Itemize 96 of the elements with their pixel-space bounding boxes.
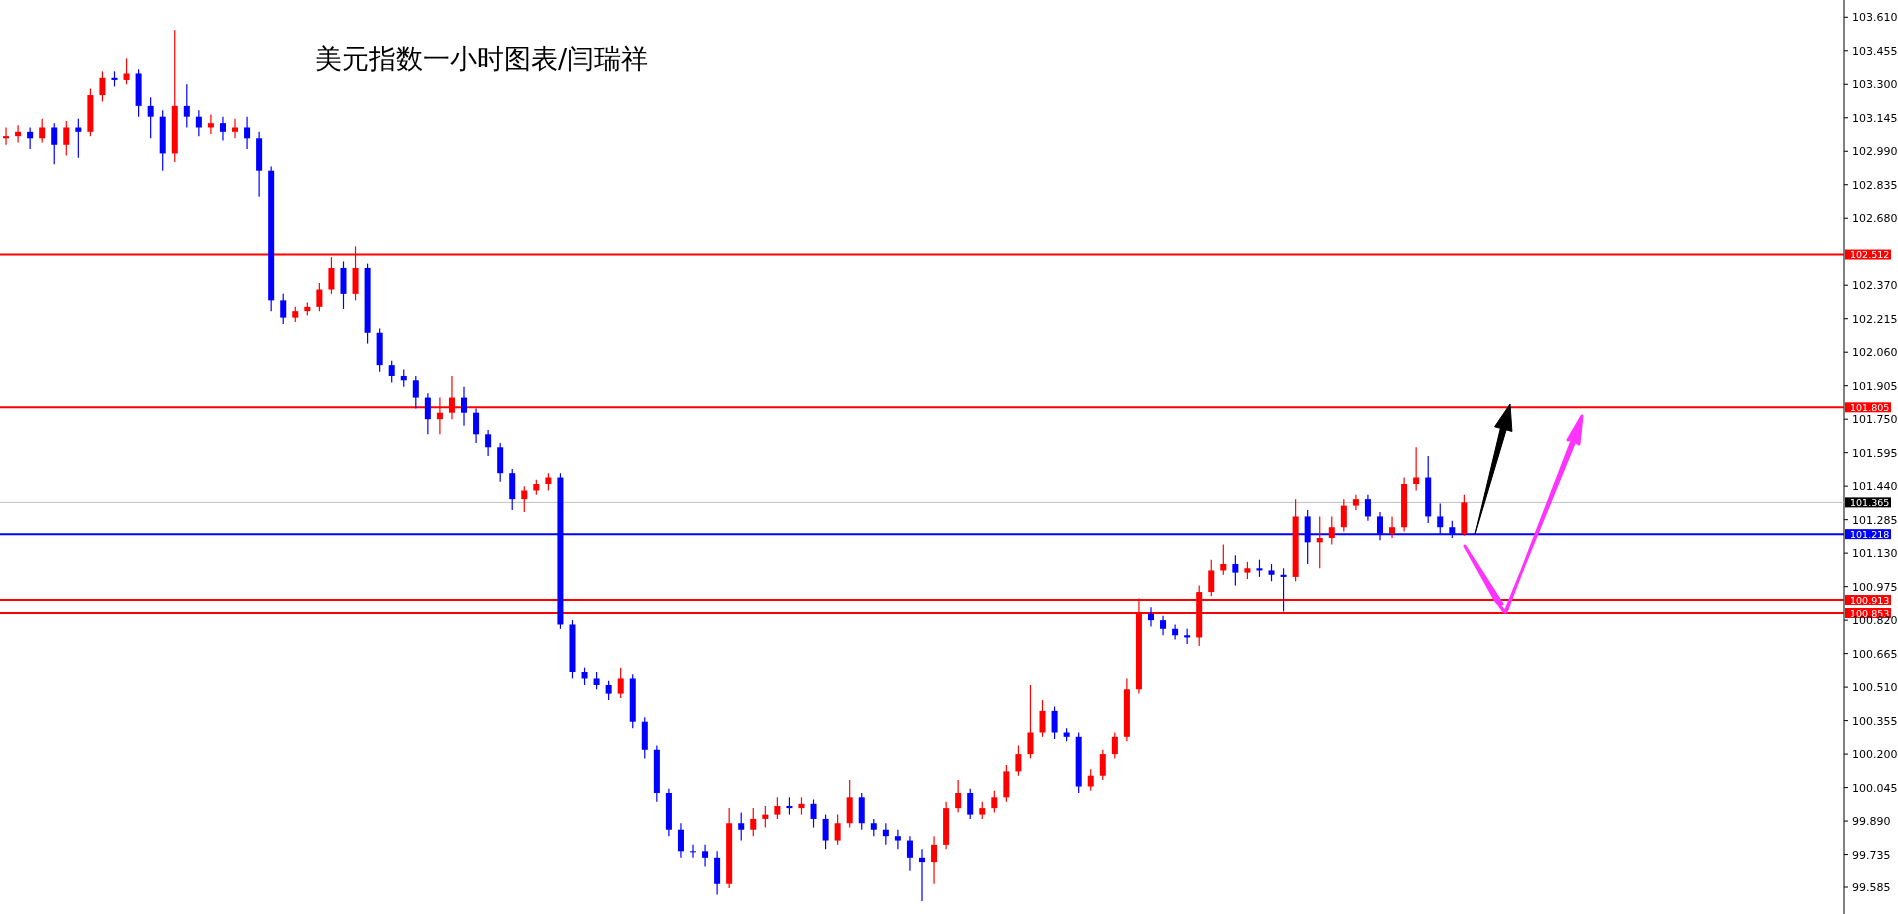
- candlestick: [280, 293, 287, 325]
- y-tick-label: 103.145: [1852, 111, 1898, 125]
- candlestick: [991, 790, 998, 814]
- y-tick-label: 101.285: [1852, 513, 1898, 527]
- y-tick-label: 101.905: [1852, 379, 1898, 393]
- candlestick: [1220, 543, 1227, 576]
- candlestick: [424, 392, 431, 435]
- candlestick: [882, 822, 889, 846]
- candlestick: [1364, 494, 1371, 522]
- y-tick-label: 103.300: [1852, 78, 1898, 92]
- y-tick-label: 102.215: [1852, 312, 1898, 326]
- candlestick: [316, 282, 323, 312]
- candlestick: [1099, 749, 1106, 781]
- candlestick: [1027, 684, 1034, 760]
- candlestick: [461, 386, 468, 427]
- candlestick: [822, 814, 829, 850]
- candlestick: [412, 375, 419, 409]
- text: 美元指数一小时图表/闫瑞祥: [315, 43, 649, 74]
- candlestick: [75, 118, 82, 159]
- candlestick: [1015, 744, 1022, 777]
- candlestick: [123, 57, 130, 85]
- y-tick-label: 103.455: [1852, 44, 1898, 58]
- y-tick-label: 102.060: [1852, 346, 1898, 360]
- candlestick: [521, 485, 528, 513]
- ref-line-label: 101.805: [1850, 401, 1890, 413]
- candlestick: [750, 807, 757, 837]
- candlestick: [1389, 515, 1396, 539]
- candlestick: [51, 122, 58, 165]
- candlestick: [195, 109, 202, 137]
- candlestick: [207, 113, 214, 135]
- candlestick: [1172, 623, 1179, 641]
- candlestick: [1232, 554, 1239, 587]
- y-tick-label: 100.665: [1852, 647, 1898, 661]
- candlestick: [1039, 699, 1046, 738]
- y-tick-label: 102.370: [1852, 279, 1898, 293]
- candlestick: [232, 118, 239, 139]
- candlestick: [1208, 559, 1215, 597]
- candlestick: [3, 126, 10, 146]
- candlestick: [605, 680, 612, 701]
- candlestick: [918, 848, 926, 902]
- candlestick: [762, 805, 769, 829]
- candlestick: [244, 116, 251, 150]
- y-tick-label: 102.990: [1852, 145, 1898, 159]
- candlestick: [967, 788, 974, 820]
- candlestick: [1280, 567, 1287, 613]
- candlestick: [15, 124, 22, 144]
- candlestick: [677, 822, 684, 859]
- candlestick: [27, 126, 34, 150]
- candlestick: [834, 814, 841, 846]
- y-tick-label: 100.045: [1852, 781, 1898, 795]
- candlestick: [99, 70, 106, 103]
- ref-line-label: 101.218: [1850, 528, 1890, 540]
- candlestick: [183, 83, 190, 129]
- y-tick-label: 102.680: [1852, 212, 1898, 226]
- candlestick: [955, 779, 962, 814]
- candlestick: [894, 829, 901, 850]
- candlestick: [388, 360, 395, 384]
- candlestick: [1340, 498, 1347, 533]
- y-tick-label: 99.890: [1852, 815, 1891, 829]
- ref-line-label: 101.365: [1850, 496, 1890, 508]
- candlestick: [738, 811, 745, 842]
- candlestick: [1160, 615, 1167, 636]
- candlestick: [473, 407, 480, 444]
- candlestick: [1316, 515, 1323, 569]
- candlestick: [1087, 768, 1094, 792]
- candlestick: [1051, 705, 1058, 740]
- y-tick-label: 100.200: [1852, 748, 1898, 762]
- candlestick: [1413, 446, 1420, 492]
- candlestick: [810, 798, 817, 829]
- ref-line-label: 100.913: [1850, 594, 1890, 606]
- candlestick: [689, 844, 697, 859]
- candlestick: [1147, 606, 1155, 628]
- y-tick-label: 101.440: [1852, 480, 1898, 494]
- candlestick: [485, 429, 492, 457]
- y-tick-label: 101.595: [1852, 446, 1898, 460]
- candlestick: [147, 96, 154, 139]
- candlestick: [1111, 731, 1118, 760]
- candlestick: [931, 835, 938, 885]
- y-tick-label: 100.510: [1852, 681, 1898, 695]
- y-tick-label: 101.750: [1852, 413, 1898, 427]
- y-tick-label: 99.585: [1852, 880, 1891, 894]
- candlestick: [702, 844, 709, 868]
- candlestick: [617, 667, 624, 699]
- y-tick-label: 103.610: [1852, 11, 1898, 25]
- candlestick: [219, 116, 226, 142]
- candlestick: [774, 796, 781, 820]
- y-tick-label: 99.735: [1852, 848, 1891, 862]
- ref-line-label: 102.512: [1850, 249, 1890, 261]
- y-tick-label: 102.835: [1852, 178, 1898, 192]
- candlestick: [39, 118, 46, 144]
- y-tick-label: 101.130: [1852, 547, 1898, 561]
- y-tick-label: 100.355: [1852, 714, 1898, 728]
- candlestick: [906, 835, 913, 872]
- candlestick: [1328, 515, 1335, 546]
- y-tick-label: 100.975: [1852, 580, 1898, 594]
- candlestick: [63, 120, 70, 157]
